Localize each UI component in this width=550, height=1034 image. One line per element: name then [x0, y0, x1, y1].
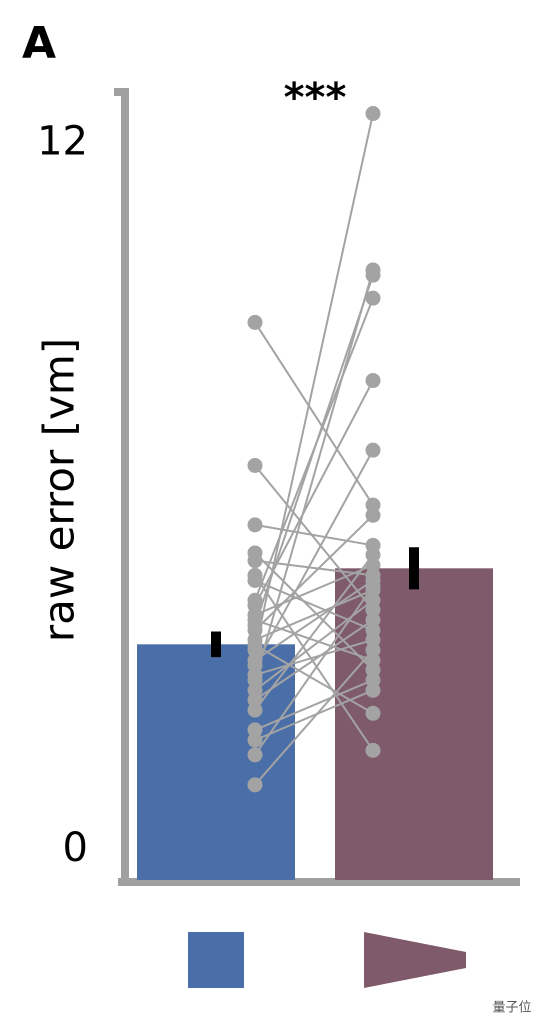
- pair-line: [254, 554, 374, 711]
- point: [247, 732, 263, 748]
- pair-line: [254, 574, 374, 751]
- pair-line: [254, 649, 374, 786]
- pair-line: [254, 321, 374, 506]
- point: [247, 747, 263, 763]
- point: [365, 442, 381, 458]
- pair-line: [254, 113, 374, 651]
- y-tick-label: 12: [37, 119, 88, 165]
- point: [247, 457, 263, 473]
- point: [365, 262, 381, 278]
- watermark: 量子位: [492, 1001, 531, 1016]
- point: [365, 642, 381, 658]
- point: [247, 702, 263, 718]
- condition-icon: [188, 932, 244, 988]
- condition-icon: [364, 932, 466, 988]
- point: [365, 507, 381, 523]
- point: [247, 314, 263, 330]
- point: [365, 373, 381, 389]
- bar: [137, 644, 295, 880]
- point: [365, 578, 381, 594]
- pair-line: [254, 523, 374, 547]
- pair-line: [254, 619, 374, 701]
- point: [247, 517, 263, 533]
- bar: [335, 568, 493, 880]
- pair-line: [254, 579, 374, 632]
- point: [365, 612, 381, 628]
- y-tick-label: 0: [63, 825, 88, 871]
- pair-line: [254, 689, 374, 742]
- pair-line: [254, 464, 374, 611]
- point: [365, 705, 381, 721]
- point: [365, 290, 381, 306]
- pair-line: [254, 449, 374, 666]
- pair-line: [254, 269, 374, 681]
- point: [365, 592, 381, 608]
- point: [247, 572, 263, 588]
- point: [247, 777, 263, 793]
- pair-line: [254, 579, 374, 662]
- significance: ***: [284, 75, 347, 121]
- pair-line: [254, 638, 374, 676]
- pair-line: [254, 552, 374, 671]
- pair-line: [254, 585, 374, 756]
- pair-line: [254, 619, 374, 662]
- point: [365, 547, 381, 563]
- point: [365, 682, 381, 698]
- pair-line: [254, 564, 374, 616]
- pair-line: [254, 644, 374, 715]
- point: [365, 742, 381, 758]
- point: [247, 553, 263, 569]
- pair-line: [254, 679, 374, 731]
- panel-label: A: [22, 18, 56, 69]
- y-axis-label: raw error [vm]: [35, 338, 84, 642]
- point: [365, 106, 381, 122]
- pair-line: [254, 274, 374, 626]
